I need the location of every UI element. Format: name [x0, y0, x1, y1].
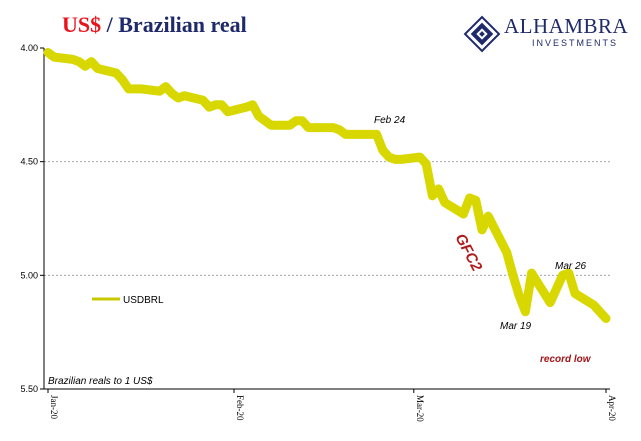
logo-diamond-icon: [463, 15, 501, 53]
title-currency-usd: US$: [62, 12, 102, 37]
x-tick-label: Feb-20: [235, 395, 245, 421]
y-tick-label: 4.00: [20, 43, 38, 53]
x-tick-label: Jan-20: [49, 395, 59, 419]
annotation-feb24: Feb 24: [374, 115, 406, 126]
annotation-gfc2: GFC2: [451, 231, 485, 275]
y-axis-ticks: 4.00 4.50 5.00 5.50: [20, 43, 44, 394]
x-axis-ticks: Jan-20 Feb-20 Mar-20 Apr-20: [47, 389, 617, 422]
x-tick-label: Mar-20: [415, 395, 425, 422]
y-tick-label: 5.50: [20, 384, 38, 394]
y-tick-label: 4.50: [20, 157, 38, 167]
series-usdbrl-line: [43, 48, 611, 323]
title-currency-brl: Brazilian real: [118, 12, 247, 37]
x-tick-label: Apr-20: [607, 395, 617, 421]
title-separator: /: [101, 12, 119, 37]
logo-wordmark: ALHAMBRA: [504, 14, 629, 38]
annotation-mar19: Mar 19: [500, 321, 532, 332]
logo-subtitle: INVESTMENTS: [532, 38, 619, 48]
annotation-record-low: record low: [540, 354, 592, 365]
annotation-mar26: Mar 26: [555, 261, 587, 272]
y-axis-unit-note: Brazilian reals to 1 US$: [48, 376, 153, 387]
gridlines: [44, 161, 610, 276]
y-tick-label: 5.00: [20, 270, 38, 280]
chart-title: US$ / Brazilian real: [62, 12, 247, 38]
alhambra-logo: ALHAMBRA INVESTMENTS: [462, 14, 637, 54]
legend-label-usdbrl: USDBRL: [123, 295, 164, 306]
